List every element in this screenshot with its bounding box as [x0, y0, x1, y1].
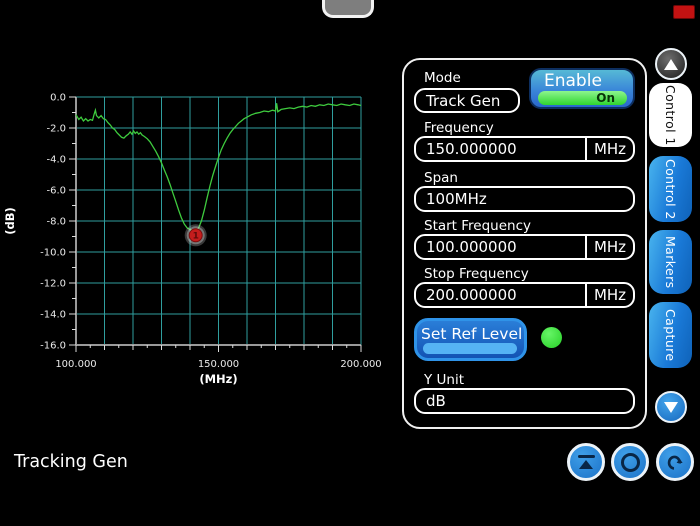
svg-text:-8.0: -8.0	[46, 217, 66, 228]
enable-label: Enable	[544, 71, 602, 91]
menu-pull-handle[interactable]	[322, 0, 374, 18]
frequency-input[interactable]: 150.000000 MHz	[414, 136, 635, 162]
curved-arrow-icon	[667, 455, 683, 470]
mode-status-text: Tracking Gen	[14, 452, 128, 472]
y-unit-input[interactable]: dB	[414, 388, 635, 414]
svg-text:-10.0: -10.0	[40, 248, 66, 259]
record-indicator[interactable]	[673, 5, 695, 19]
stop-frequency-input[interactable]: 200.000000 MHz	[414, 282, 635, 308]
svg-text:200.000: 200.000	[340, 359, 381, 370]
peak-to-top-button[interactable]	[567, 443, 605, 481]
y-unit-label: Y Unit	[424, 372, 465, 388]
svg-text:(dB): (dB)	[3, 207, 17, 235]
up-arrow-icon	[664, 58, 678, 70]
svg-text:100.000: 100.000	[55, 359, 96, 370]
start-frequency-value: 100.000000	[426, 238, 517, 256]
svg-text:1: 1	[193, 232, 199, 242]
set-ref-level-highlight	[423, 343, 517, 354]
start-frequency-input[interactable]: 100.000000 MHz	[414, 234, 635, 260]
svg-text:-6.0: -6.0	[46, 186, 66, 197]
stop-frequency-unit: MHz	[585, 284, 633, 306]
svg-text:-12.0: -12.0	[40, 279, 66, 290]
mode-label: Mode	[424, 70, 461, 86]
down-arrow-icon	[664, 401, 678, 413]
svg-text:0.0: 0.0	[50, 93, 66, 104]
stop-frequency-value: 200.000000	[426, 286, 517, 304]
frequency-value: 150.000000	[426, 140, 517, 158]
enable-button[interactable]: Enable On	[529, 68, 635, 109]
start-frequency-label: Start Frequency	[424, 218, 532, 234]
tab-control-1[interactable]: Control 1	[649, 83, 692, 147]
svg-text:-2.0: -2.0	[46, 124, 66, 135]
scroll-tabs-up-button[interactable]	[655, 48, 687, 80]
svg-text:-14.0: -14.0	[40, 310, 66, 321]
control-panel: Mode Track Gen Enable On Frequency 150.0…	[402, 58, 647, 429]
svg-text:(MHz): (MHz)	[199, 372, 237, 386]
start-frequency-unit: MHz	[585, 236, 633, 258]
frequency-label: Frequency	[424, 120, 494, 136]
enable-state-pill: On	[538, 91, 627, 105]
svg-text:150.000: 150.000	[198, 359, 239, 370]
circle-button[interactable]	[611, 443, 649, 481]
mode-value: Track Gen	[426, 91, 501, 110]
stop-frequency-label: Stop Frequency	[424, 266, 529, 282]
set-ref-level-button[interactable]: Set Ref Level	[414, 318, 527, 361]
tab-capture[interactable]: Capture	[649, 302, 692, 368]
span-value: 100MHz	[426, 190, 487, 208]
span-label: Span	[424, 170, 458, 186]
spectrum-chart: 0.0 -2.0 -4.0 -6.0 -8.0 -10.0 -12.0 -14.0 -16.0 1…	[3, 93, 382, 387]
frequency-unit: MHz	[585, 138, 633, 160]
tab-markers[interactable]: Markers	[649, 230, 692, 294]
enable-state: On	[596, 91, 615, 105]
bar-triangle-icon	[577, 454, 595, 470]
set-ref-level-label: Set Ref Level	[421, 325, 523, 343]
svg-text:-4.0: -4.0	[46, 155, 66, 166]
mode-input[interactable]: Track Gen	[414, 88, 520, 113]
circle-icon	[620, 452, 640, 472]
tab-control-2[interactable]: Control 2	[649, 156, 692, 222]
y-unit-value: dB	[426, 392, 446, 410]
recall-button[interactable]	[656, 443, 694, 481]
status-led	[541, 327, 562, 348]
span-input[interactable]: 100MHz	[414, 186, 635, 212]
svg-text:-16.0: -16.0	[40, 341, 66, 352]
scroll-tabs-down-button[interactable]	[655, 391, 687, 423]
